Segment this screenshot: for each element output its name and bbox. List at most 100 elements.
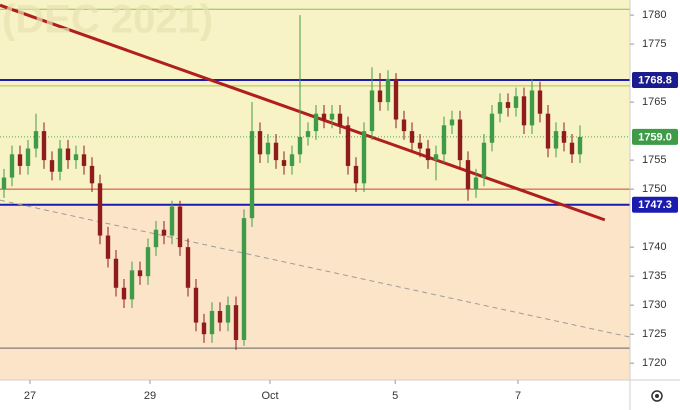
candle-body xyxy=(97,183,103,236)
candle-body xyxy=(177,206,183,248)
y-tick-label: 1740 xyxy=(642,241,666,253)
candle-body xyxy=(409,131,415,143)
candle-body xyxy=(257,131,263,155)
y-tick-label: 1775 xyxy=(642,38,666,50)
gear-center[interactable] xyxy=(655,394,659,398)
candle-body xyxy=(361,131,367,184)
candle-body xyxy=(17,154,23,166)
candle-body xyxy=(433,154,439,161)
price-label: 1759.0 xyxy=(638,131,672,143)
settings-icon[interactable] xyxy=(651,390,663,402)
candle-body xyxy=(73,154,79,161)
x-tick-label: Oct xyxy=(261,390,278,402)
candle-body xyxy=(513,96,519,108)
y-tick-label: 1755 xyxy=(642,154,666,166)
candle-body xyxy=(89,165,95,184)
y-tick-label: 1780 xyxy=(642,9,666,21)
price-label: 1768.8 xyxy=(638,74,672,86)
price-label-box xyxy=(632,196,678,213)
candle-body xyxy=(369,90,375,132)
candle-body xyxy=(161,229,167,236)
candle-body xyxy=(321,113,327,120)
candle-body xyxy=(385,78,391,103)
candle-body xyxy=(481,142,487,178)
y-tick-label: 1765 xyxy=(642,96,666,108)
candle-body xyxy=(265,142,271,155)
candle-body xyxy=(273,142,279,161)
candle-body xyxy=(569,142,575,155)
candle-body xyxy=(353,165,359,184)
candle-body xyxy=(545,113,551,149)
candle-body xyxy=(289,154,295,166)
candle-body xyxy=(33,131,39,149)
candle-body xyxy=(377,90,383,103)
candle-body xyxy=(577,136,583,155)
candle-body xyxy=(425,148,431,161)
candle-body xyxy=(489,113,495,143)
candle-body xyxy=(561,131,567,143)
candle-body xyxy=(137,270,143,277)
candle-body xyxy=(225,305,231,323)
candle-body xyxy=(169,206,175,236)
candle-body xyxy=(457,119,463,161)
candle-body xyxy=(393,78,399,120)
candle-body xyxy=(1,177,7,190)
y-tick-label: 1750 xyxy=(642,183,666,195)
plot-area xyxy=(0,0,631,380)
candle-body xyxy=(105,235,111,259)
candle-body xyxy=(113,258,119,288)
x-tick-label: 5 xyxy=(392,390,398,402)
candle-body xyxy=(201,322,207,335)
candle-body xyxy=(49,160,55,172)
candle-body xyxy=(129,270,135,300)
candle-body xyxy=(57,148,63,172)
candle-body xyxy=(193,287,199,323)
price-label: 1747.3 xyxy=(638,199,672,211)
candle-body xyxy=(145,247,151,277)
candle-body xyxy=(329,113,335,120)
candle-body xyxy=(121,287,127,300)
candle-body xyxy=(305,131,311,137)
candle-body xyxy=(249,131,255,219)
candle-body xyxy=(441,125,447,155)
candle-body xyxy=(345,125,351,166)
candle-body xyxy=(401,119,407,132)
candle-body xyxy=(553,131,559,149)
candle-body xyxy=(65,148,71,161)
gear[interactable] xyxy=(651,390,663,402)
candle-body xyxy=(209,310,215,335)
candle-body xyxy=(9,154,15,178)
y-tick-label: 1725 xyxy=(642,328,666,340)
trend-line xyxy=(0,3,606,222)
candle-body xyxy=(81,154,87,166)
y-tick-label: 1720 xyxy=(642,357,666,369)
candle-body xyxy=(281,160,287,166)
candle-body xyxy=(465,160,471,190)
watermark: (DEC 2021) xyxy=(2,0,213,42)
x-tick-label: 27 xyxy=(24,390,36,402)
candle-body xyxy=(537,90,543,114)
candle-body xyxy=(337,113,343,126)
candle-body xyxy=(521,96,527,126)
candle-body xyxy=(185,247,191,288)
candle-body xyxy=(25,148,31,166)
candle-body xyxy=(473,177,479,190)
candle-body xyxy=(41,131,47,161)
candle-body xyxy=(297,136,303,155)
x-tick-label: 29 xyxy=(144,390,156,402)
price-label-box xyxy=(632,72,678,89)
zone xyxy=(0,204,630,380)
candle-body xyxy=(529,90,535,126)
candle-body xyxy=(417,142,423,149)
candle-body xyxy=(241,218,247,340)
x-tick-label: 7 xyxy=(515,390,521,402)
y-tick-label: 1735 xyxy=(642,270,666,282)
candle-body xyxy=(313,113,319,132)
candle-body xyxy=(505,102,511,108)
candle-body xyxy=(449,119,455,126)
candle-body xyxy=(153,229,159,248)
y-tick-label: 1730 xyxy=(642,299,666,311)
candle-body xyxy=(497,102,503,114)
candle-body xyxy=(217,310,223,323)
